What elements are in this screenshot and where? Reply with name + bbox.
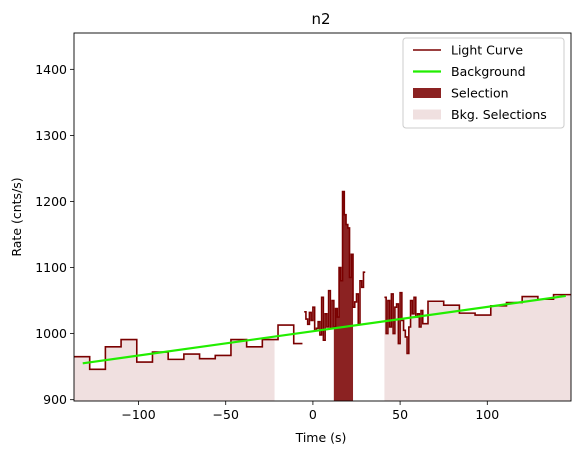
selection-region (333, 191, 354, 401)
legend-label: Background (451, 64, 526, 79)
plot-area (74, 190, 571, 401)
axes: −100 −50 0 50 100 900 1000 1100 1200 1300 1400 (35, 62, 499, 422)
y-tick-label: 1200 (35, 194, 67, 209)
legend-label: Light Curve (451, 43, 523, 58)
chart-title: n2 (311, 10, 330, 28)
x-tick-label: 100 (475, 407, 499, 422)
y-tick-label: 900 (43, 392, 67, 407)
legend-box (402, 37, 565, 129)
x-tick-label: 0 (309, 407, 317, 422)
y-axis-label: Rate (cnts/s) (9, 177, 24, 256)
legend-label: Bkg. Selections (451, 107, 547, 122)
x-axis-label: Time (s) (295, 430, 347, 445)
y-tick-label: 1100 (35, 260, 67, 275)
x-tick-label: −100 (121, 407, 155, 422)
x-tick-label: −50 (213, 407, 239, 422)
background-fit-line (82, 294, 566, 365)
bkg-selection-region (74, 339, 275, 401)
y-tick-label: 1300 (35, 128, 67, 143)
x-tick-label: 50 (392, 407, 408, 422)
legend: Light Curve Background Selection Bkg. Selec… (402, 37, 565, 129)
light-curve-line (74, 190, 571, 371)
plot-frame (73, 32, 572, 402)
bkg-selection-region (384, 292, 571, 401)
legend-swatch-patch (413, 109, 441, 120)
legend-label: Selection (451, 86, 509, 101)
y-tick-label: 1000 (35, 326, 67, 341)
y-tick-label: 1400 (35, 62, 67, 77)
plot-content (74, 190, 571, 401)
legend-swatch-patch (413, 88, 441, 98)
